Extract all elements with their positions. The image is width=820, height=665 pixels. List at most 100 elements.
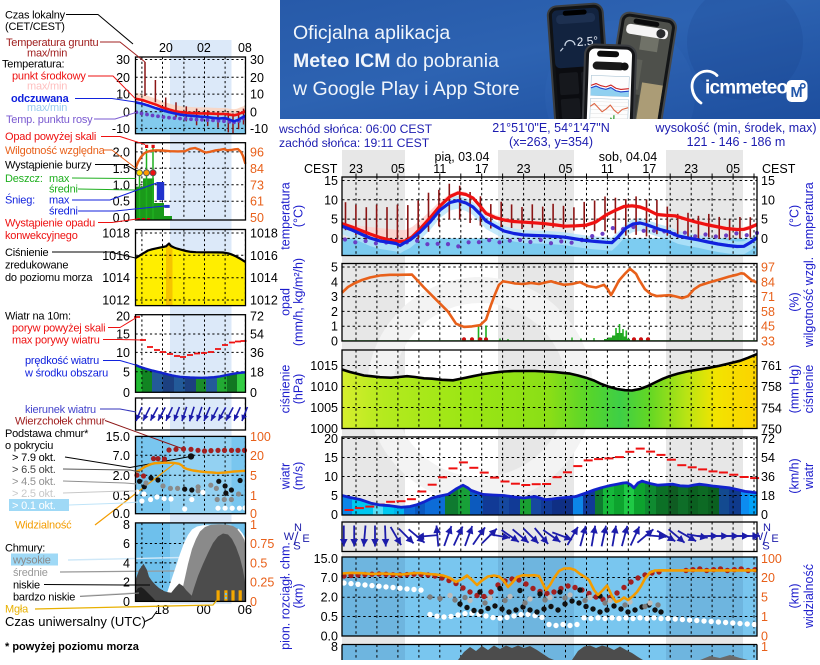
svg-text:0: 0 bbox=[123, 386, 130, 400]
svg-text:54: 54 bbox=[761, 451, 775, 465]
svg-text:0: 0 bbox=[761, 232, 768, 246]
svg-text:20: 20 bbox=[324, 432, 338, 446]
svg-text:(hPa): (hPa) bbox=[292, 374, 306, 405]
svg-text:max/min: max/min bbox=[27, 48, 67, 60]
svg-text:20: 20 bbox=[159, 41, 173, 55]
svg-text:max/min: max/min bbox=[27, 102, 67, 114]
svg-text:bardzo niskie: bardzo niskie bbox=[13, 592, 75, 604]
svg-text:0: 0 bbox=[123, 105, 130, 119]
svg-text:0.0: 0.0 bbox=[321, 629, 338, 643]
svg-text:kierunek wiatru: kierunek wiatru bbox=[25, 404, 96, 416]
svg-text:zachód słońca: 19:11 CEST: zachód słońca: 19:11 CEST bbox=[279, 136, 430, 150]
svg-text:0.0: 0.0 bbox=[113, 211, 130, 225]
svg-text:15.0: 15.0 bbox=[314, 552, 338, 566]
svg-text:max: max bbox=[49, 173, 70, 185]
svg-text:30: 30 bbox=[250, 53, 264, 67]
svg-text:36: 36 bbox=[761, 470, 775, 484]
svg-text:20: 20 bbox=[116, 71, 130, 85]
svg-text:5: 5 bbox=[331, 489, 338, 503]
svg-text:CEST: CEST bbox=[304, 162, 338, 176]
svg-text:średni: średni bbox=[49, 184, 78, 196]
svg-text:4: 4 bbox=[123, 556, 130, 570]
svg-text:72: 72 bbox=[250, 310, 264, 324]
svg-text:121 - 146 - 186 m: 121 - 146 - 186 m bbox=[687, 135, 786, 149]
svg-text:Wystąpienie burzy: Wystąpienie burzy bbox=[5, 160, 92, 172]
svg-text:10: 10 bbox=[116, 346, 130, 360]
svg-text:1: 1 bbox=[250, 518, 257, 532]
svg-text:Chmury:: Chmury: bbox=[5, 543, 45, 555]
svg-text:11: 11 bbox=[601, 162, 614, 176]
svg-text:> 7.9 okt.: > 7.9 okt. bbox=[12, 452, 56, 464]
svg-text:wysokość (min, środek, max): wysokość (min, środek, max) bbox=[654, 121, 816, 135]
svg-text:18: 18 bbox=[155, 602, 169, 617]
svg-text:58: 58 bbox=[761, 305, 775, 319]
svg-text:1014: 1014 bbox=[102, 271, 130, 285]
svg-text:poryw powyżej skali: poryw powyżej skali bbox=[12, 323, 105, 335]
svg-text:1: 1 bbox=[761, 640, 768, 654]
svg-text:61: 61 bbox=[250, 195, 264, 209]
svg-text:(mm Hg): (mm Hg) bbox=[788, 365, 802, 414]
svg-text:5: 5 bbox=[331, 261, 338, 275]
svg-text:20: 20 bbox=[116, 310, 130, 324]
svg-text:0: 0 bbox=[331, 508, 338, 522]
svg-text:0.0: 0.0 bbox=[113, 507, 130, 521]
svg-text:W: W bbox=[284, 531, 295, 543]
svg-text:71: 71 bbox=[761, 290, 775, 304]
svg-text:10: 10 bbox=[324, 193, 338, 207]
svg-text:100: 100 bbox=[761, 552, 782, 566]
svg-text:Ciśnienie: Ciśnienie bbox=[5, 247, 49, 259]
svg-text:1010: 1010 bbox=[310, 380, 338, 394]
svg-text:Podstawa chmur*: Podstawa chmur* bbox=[5, 428, 89, 440]
svg-text:Wiatr na 10m:: Wiatr na 10m: bbox=[5, 311, 71, 323]
svg-text:45: 45 bbox=[761, 320, 775, 334]
svg-text:odczuwana: odczuwana bbox=[11, 93, 70, 105]
svg-text:15: 15 bbox=[324, 451, 338, 465]
svg-text:pią, 03.04: pią, 03.04 bbox=[435, 150, 490, 164]
svg-text:wiatr: wiatr bbox=[802, 463, 816, 490]
svg-text:1000: 1000 bbox=[310, 422, 338, 436]
svg-text:-10: -10 bbox=[250, 122, 268, 136]
svg-text:(CET/CEST): (CET/CEST) bbox=[5, 21, 65, 33]
svg-text:758: 758 bbox=[761, 380, 782, 394]
svg-text:0.25: 0.25 bbox=[250, 576, 274, 590]
svg-text:1018: 1018 bbox=[250, 227, 278, 241]
svg-text:7.0: 7.0 bbox=[113, 449, 130, 463]
svg-text:temperatura: temperatura bbox=[279, 182, 293, 249]
svg-text:20: 20 bbox=[250, 449, 264, 463]
svg-text:72: 72 bbox=[761, 432, 775, 446]
svg-text:S: S bbox=[762, 541, 769, 553]
svg-text:17: 17 bbox=[642, 162, 656, 176]
svg-text:N: N bbox=[294, 522, 302, 534]
svg-text:1018: 1018 bbox=[102, 227, 130, 241]
svg-text:50: 50 bbox=[250, 211, 264, 225]
svg-text:(°C): (°C) bbox=[292, 205, 306, 227]
svg-text:konwekcyjnego: konwekcyjnego bbox=[5, 230, 78, 242]
svg-text:73: 73 bbox=[250, 178, 264, 192]
svg-text:18: 18 bbox=[250, 365, 264, 379]
svg-text:0.5: 0.5 bbox=[321, 610, 338, 624]
svg-text:> 4.5 okt.: > 4.5 okt. bbox=[12, 476, 56, 488]
svg-text:11: 11 bbox=[433, 162, 446, 176]
svg-text:20: 20 bbox=[250, 71, 264, 85]
svg-text:761: 761 bbox=[761, 359, 782, 373]
svg-text:0.5: 0.5 bbox=[113, 489, 130, 503]
svg-text:Śnieg:: Śnieg: bbox=[5, 194, 35, 207]
svg-text:icmmeteo: icmmeteo bbox=[705, 78, 787, 99]
svg-text:niskie: niskie bbox=[13, 580, 40, 592]
svg-text:10: 10 bbox=[116, 88, 130, 102]
svg-text:w Google Play i App Store: w Google Play i App Store bbox=[292, 78, 520, 100]
svg-text:23: 23 bbox=[349, 162, 363, 176]
svg-text:o pokryciu: o pokryciu bbox=[5, 440, 53, 452]
svg-text:96: 96 bbox=[250, 145, 264, 159]
svg-text:0: 0 bbox=[250, 595, 257, 609]
svg-text:2.0: 2.0 bbox=[113, 145, 130, 159]
svg-text:0.5: 0.5 bbox=[113, 195, 130, 209]
svg-text:do poziomu morza: do poziomu morza bbox=[5, 272, 93, 284]
svg-text:0: 0 bbox=[761, 629, 768, 643]
svg-text:1012: 1012 bbox=[102, 294, 130, 308]
svg-text:1005: 1005 bbox=[310, 401, 338, 415]
svg-text:wiatr: wiatr bbox=[279, 463, 293, 490]
svg-text:w środku obszaru: w środku obszaru bbox=[24, 368, 108, 380]
svg-text:0: 0 bbox=[250, 386, 257, 400]
svg-text:33: 33 bbox=[761, 335, 775, 349]
